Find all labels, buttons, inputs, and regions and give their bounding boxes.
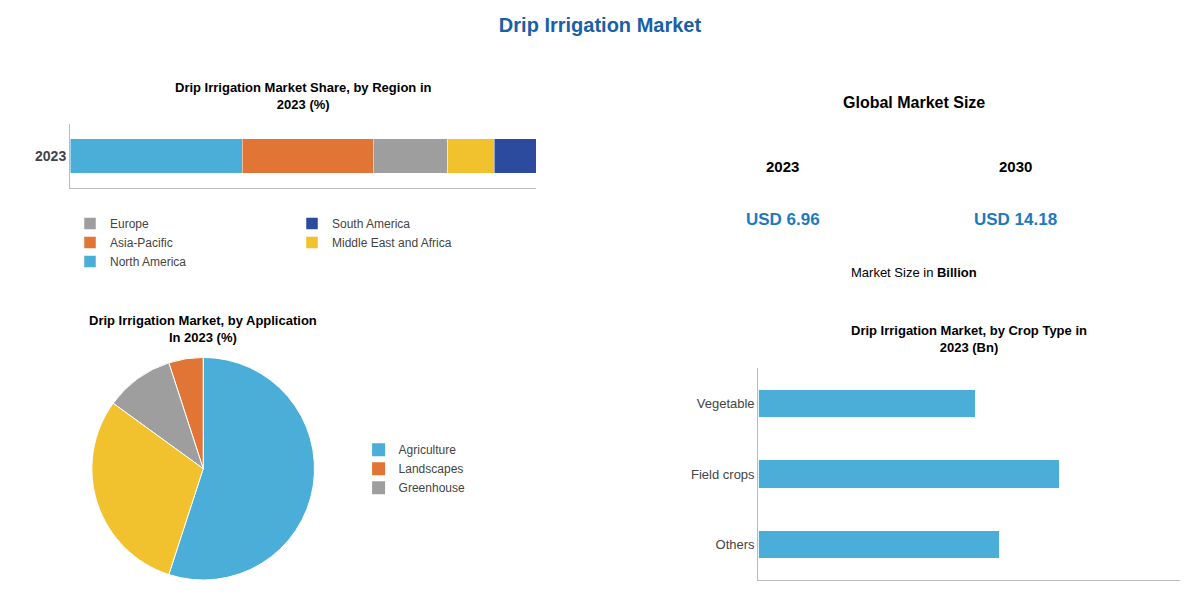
- svg-text:2023: 2023: [35, 148, 66, 164]
- svg-text:2023: 2023: [766, 158, 799, 175]
- svg-text:USD 6.96: USD 6.96: [746, 210, 820, 229]
- svg-text:USD 14.18: USD 14.18: [974, 210, 1057, 229]
- svg-text:Middle East and Africa: Middle East and Africa: [332, 236, 452, 250]
- svg-text:North America: North America: [110, 255, 186, 269]
- svg-text:Agriculture: Agriculture: [399, 443, 457, 457]
- svg-text:Drip Irrigation Market Share,: Drip Irrigation Market Share, by Region …: [175, 80, 431, 112]
- svg-text:Field crops: Field crops: [691, 467, 755, 482]
- svg-text:Others: Others: [716, 537, 756, 552]
- svg-text:South America: South America: [332, 217, 410, 231]
- svg-text:Global Market Size: Global Market Size: [843, 94, 985, 111]
- svg-text:Europe: Europe: [110, 217, 149, 231]
- svg-text:Asia-Pacific: Asia-Pacific: [110, 236, 173, 250]
- svg-text:Drip Irrigation Market: Drip Irrigation Market: [499, 14, 702, 36]
- svg-text:Drip Irrigation Market, by Cro: Drip Irrigation Market, by Crop Type in2…: [851, 323, 1087, 355]
- svg-text:Landscapes: Landscapes: [399, 462, 464, 476]
- svg-text:2030: 2030: [999, 158, 1032, 175]
- svg-text:Vegetable: Vegetable: [697, 396, 755, 411]
- svg-text:Market Size in Billion: Market Size in Billion: [851, 265, 977, 280]
- svg-text:Greenhouse: Greenhouse: [399, 481, 465, 495]
- svg-text:Drip Irrigation Market, by App: Drip Irrigation Market, by ApplicationIn…: [89, 313, 317, 345]
